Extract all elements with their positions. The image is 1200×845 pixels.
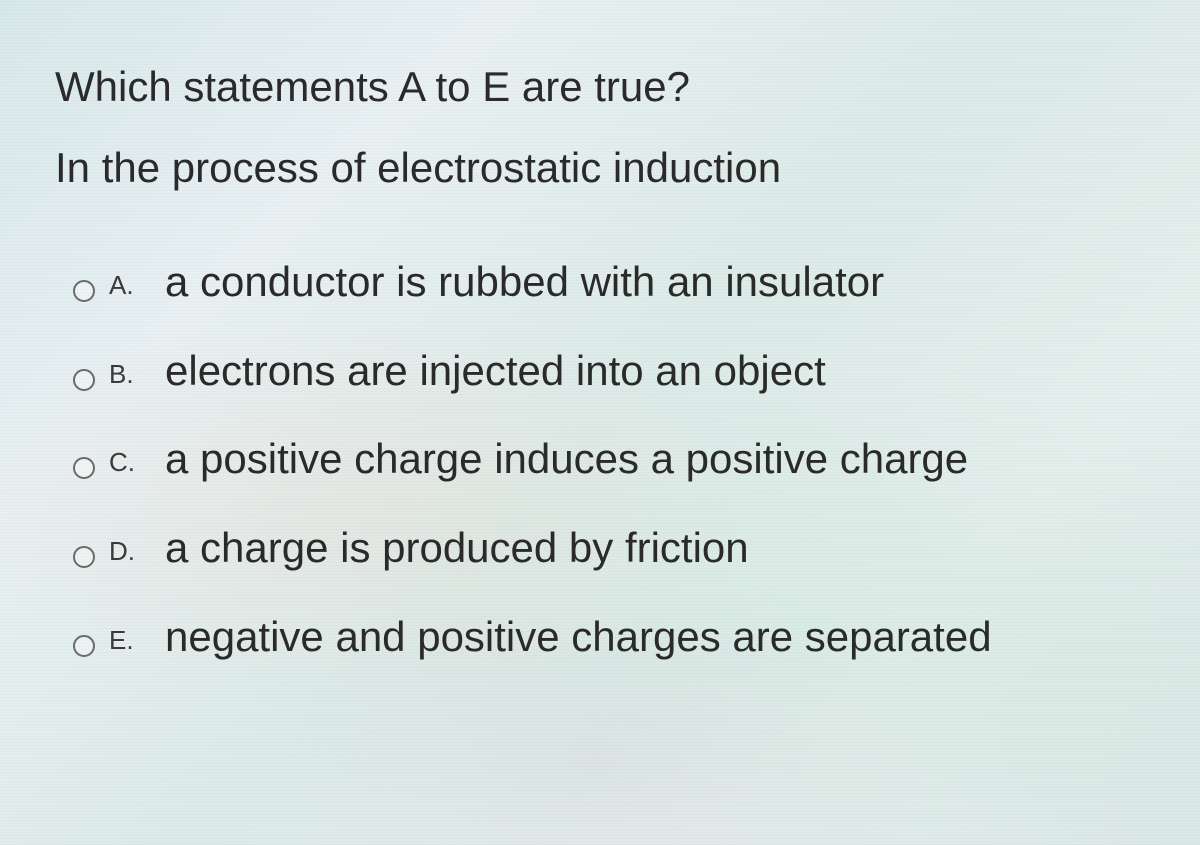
- option-row-b: B. electrons are injected into an object: [73, 343, 1145, 400]
- options-list: A. a conductor is rubbed with an insulat…: [55, 254, 1145, 665]
- radio-c[interactable]: [73, 457, 95, 479]
- option-letter-d: D.: [109, 536, 137, 567]
- option-text-a: a conductor is rubbed with an insulator: [165, 254, 884, 311]
- option-text-b: electrons are injected into an object: [165, 343, 826, 400]
- question-title: Which statements A to E are true?: [55, 55, 1145, 118]
- question-container: Which statements A to E are true? In the…: [0, 0, 1200, 737]
- question-context: In the process of electrostatic inductio…: [55, 136, 1145, 199]
- option-row-c: C. a positive charge induces a positive …: [73, 431, 1145, 488]
- option-letter-a: A.: [109, 270, 137, 301]
- option-text-c: a positive charge induces a positive cha…: [165, 431, 968, 488]
- radio-e[interactable]: [73, 635, 95, 657]
- option-letter-e: E.: [109, 625, 137, 656]
- option-row-e: E. negative and positive charges are sep…: [73, 609, 1145, 666]
- option-letter-c: C.: [109, 447, 137, 478]
- radio-d[interactable]: [73, 546, 95, 568]
- option-text-d: a charge is produced by friction: [165, 520, 749, 577]
- option-row-d: D. a charge is produced by friction: [73, 520, 1145, 577]
- option-row-a: A. a conductor is rubbed with an insulat…: [73, 254, 1145, 311]
- radio-a[interactable]: [73, 280, 95, 302]
- radio-b[interactable]: [73, 369, 95, 391]
- option-letter-b: B.: [109, 359, 137, 390]
- option-text-e: negative and positive charges are separa…: [165, 609, 992, 666]
